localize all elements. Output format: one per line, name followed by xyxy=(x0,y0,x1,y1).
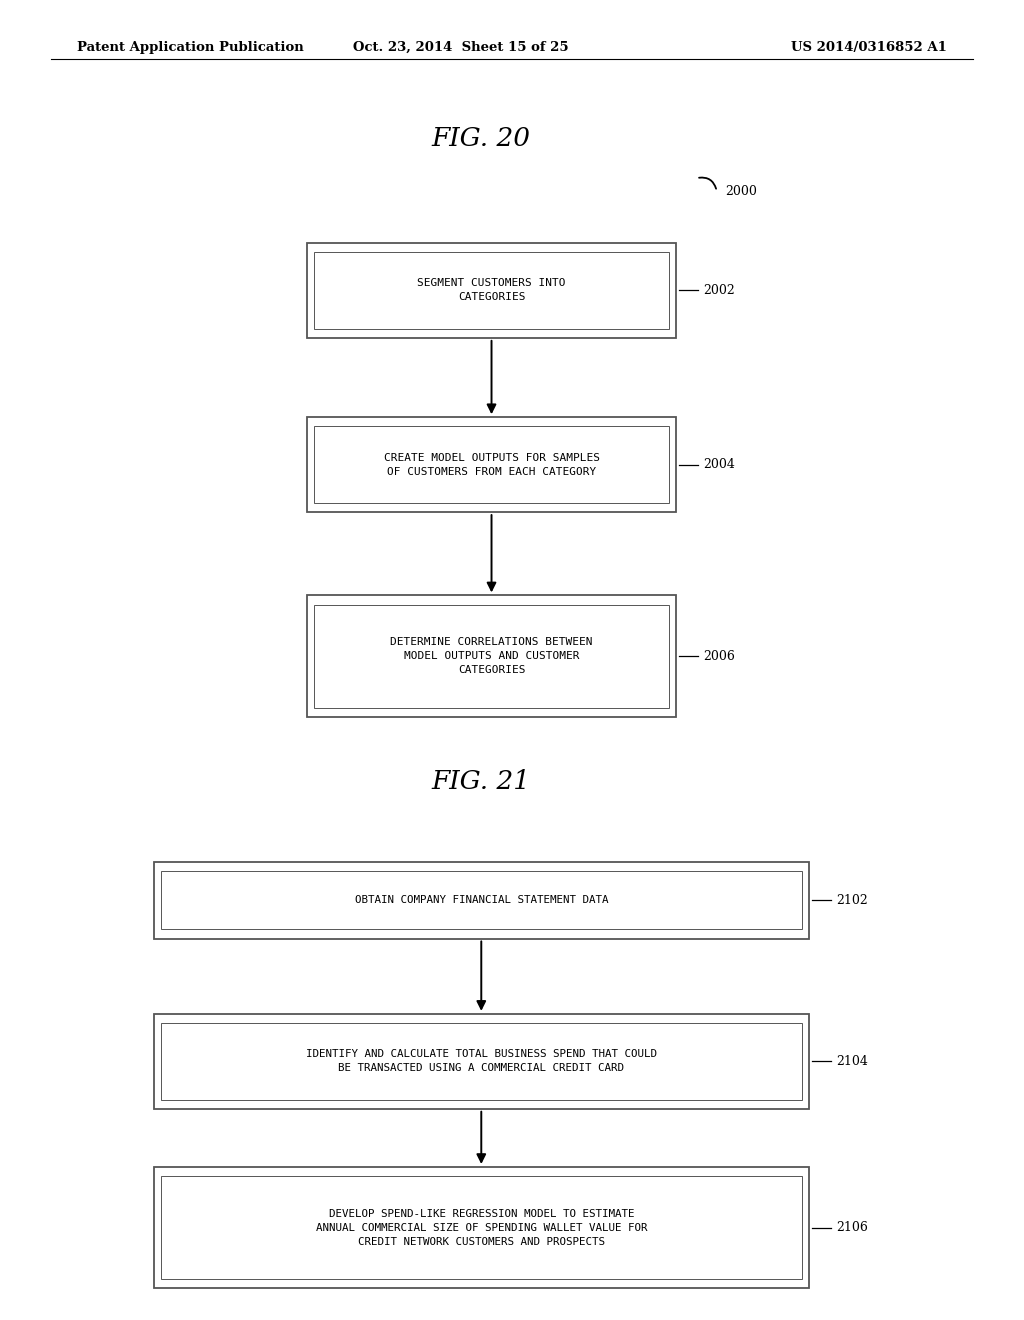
Text: 2000: 2000 xyxy=(725,185,757,198)
Text: 2002: 2002 xyxy=(703,284,735,297)
Text: 2004: 2004 xyxy=(703,458,735,471)
Bar xyxy=(307,595,676,717)
Text: DETERMINE CORRELATIONS BETWEEN
MODEL OUTPUTS AND CUSTOMER
CATEGORIES: DETERMINE CORRELATIONS BETWEEN MODEL OUT… xyxy=(390,638,593,675)
Text: 2104: 2104 xyxy=(837,1055,868,1068)
Bar xyxy=(307,243,676,338)
Bar xyxy=(314,252,669,329)
Text: FIG. 20: FIG. 20 xyxy=(432,127,530,150)
Text: CREATE MODEL OUTPUTS FOR SAMPLES
OF CUSTOMERS FROM EACH CATEGORY: CREATE MODEL OUTPUTS FOR SAMPLES OF CUST… xyxy=(384,453,599,477)
Text: US 2014/0316852 A1: US 2014/0316852 A1 xyxy=(792,41,947,54)
Text: IDENTIFY AND CALCULATE TOTAL BUSINESS SPEND THAT COULD
BE TRANSACTED USING A COM: IDENTIFY AND CALCULATE TOTAL BUSINESS SP… xyxy=(306,1049,656,1073)
Text: Oct. 23, 2014  Sheet 15 of 25: Oct. 23, 2014 Sheet 15 of 25 xyxy=(353,41,568,54)
Bar xyxy=(161,871,802,929)
Text: Patent Application Publication: Patent Application Publication xyxy=(77,41,303,54)
Bar xyxy=(154,1167,809,1288)
Bar xyxy=(307,417,676,512)
Text: SEGMENT CUSTOMERS INTO
CATEGORIES: SEGMENT CUSTOMERS INTO CATEGORIES xyxy=(417,279,566,302)
Text: DEVELOP SPEND-LIKE REGRESSION MODEL TO ESTIMATE
ANNUAL COMMERCIAL SIZE OF SPENDI: DEVELOP SPEND-LIKE REGRESSION MODEL TO E… xyxy=(315,1209,647,1246)
Text: 2106: 2106 xyxy=(837,1221,868,1234)
Text: FIG. 21: FIG. 21 xyxy=(432,770,530,793)
Bar xyxy=(161,1176,802,1279)
Bar xyxy=(154,1014,809,1109)
Text: 2006: 2006 xyxy=(703,649,735,663)
Text: 2102: 2102 xyxy=(837,894,868,907)
Bar xyxy=(161,1023,802,1100)
Text: OBTAIN COMPANY FINANCIAL STATEMENT DATA: OBTAIN COMPANY FINANCIAL STATEMENT DATA xyxy=(354,895,608,906)
Bar xyxy=(154,862,809,939)
Bar xyxy=(314,426,669,503)
Bar xyxy=(314,605,669,708)
